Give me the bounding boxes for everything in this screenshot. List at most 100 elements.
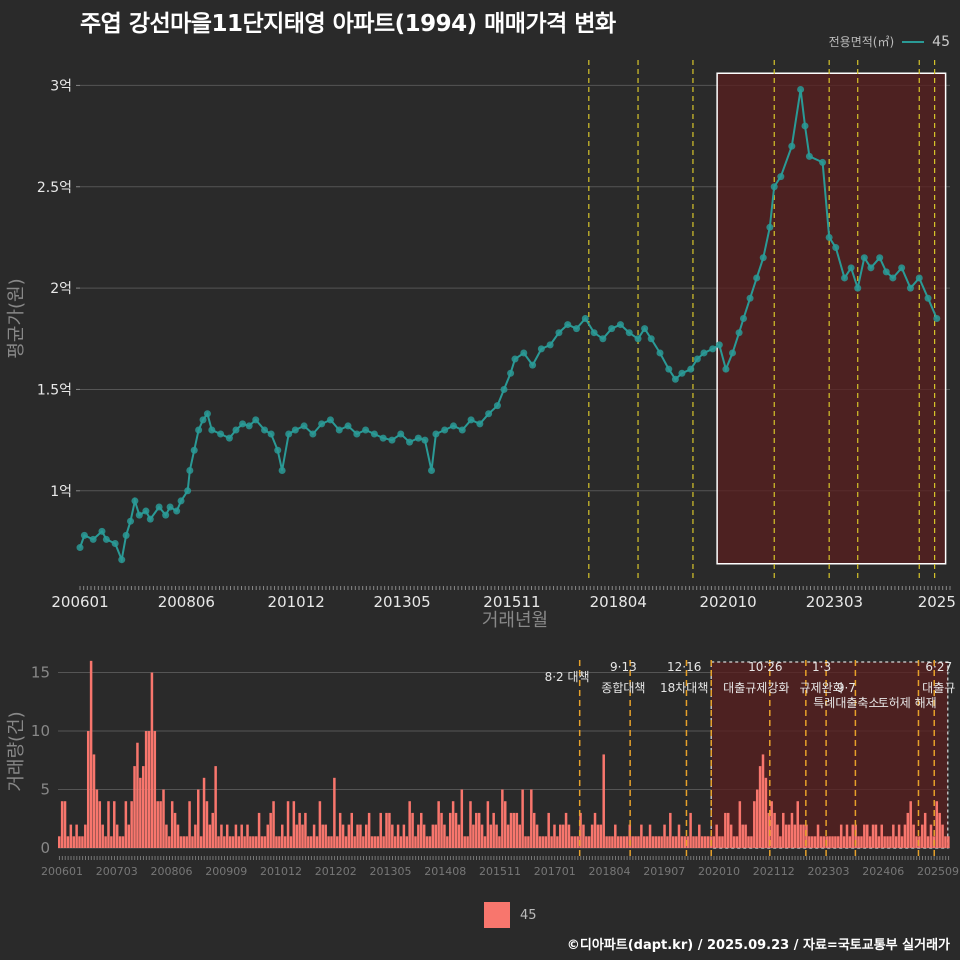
price-point [432,430,440,438]
volume-bar [228,836,232,848]
volume-bar [350,812,354,848]
volume-xtick-label: 201012 [260,865,302,878]
volume-bar [689,812,692,848]
volume-bar [501,789,504,848]
volume-bar [816,824,820,848]
volume-bar [868,836,872,848]
volume-bar [903,824,907,848]
price-point [889,274,897,282]
price-point [625,329,633,337]
price-point [449,422,457,430]
volume-bar [616,836,620,848]
volume-bar [538,836,542,848]
price-point [671,375,679,383]
volume-bar [866,824,869,848]
price-point [414,434,422,442]
legend-bar-swatch [484,902,510,928]
volume-annotation: 9·7 [837,681,856,695]
volume-bar [596,824,600,848]
volume-bar [921,824,924,848]
volume-bar [330,836,333,848]
volume-bar [819,836,823,848]
price-point [195,426,203,434]
price-point [511,355,519,363]
volume-bar [686,836,689,848]
volume-xtick-label: 202509 [917,865,959,878]
volume-bar [724,812,727,848]
price-point [428,467,436,475]
volume-xtick-label: 201305 [370,865,412,878]
volume-bar [576,836,579,848]
price-point [274,446,282,454]
volume-bar [744,824,747,848]
volume-bar [257,812,261,848]
volume-bar [434,824,437,848]
volume-bar [764,777,768,848]
volume-bar [457,824,461,848]
volume-ytick-label: 0 [40,839,50,857]
volume-bar [141,766,145,848]
volume-bar [582,824,585,848]
volume-bar [231,836,235,848]
volume-bar [417,824,420,848]
price-point [529,361,537,369]
volume-bar [454,812,458,848]
volume-annotation: 6·27 [925,660,952,674]
volume-bar [857,836,860,848]
volume-bar [104,836,107,848]
volume-bar [298,812,301,848]
price-point [245,422,253,430]
price-xtick-label: 202303 [806,593,863,611]
volume-bar [359,824,362,848]
volume-bar [489,824,493,848]
volume-bar [370,836,374,848]
volume-bar [863,824,866,848]
volume-xtick-label: 202010 [698,865,740,878]
volume-bar [272,801,275,848]
volume-bar [773,812,776,848]
volume-bar [130,801,133,848]
volume-bar [909,801,912,848]
volume-bar [225,824,229,848]
price-point [500,385,508,393]
price-ytick-label: 3억 [50,78,72,94]
volume-xtick-label: 201907 [643,865,685,878]
volume-bar [700,836,704,848]
volume-bar [512,812,516,848]
volume-bar [191,836,194,848]
volume-bar [947,836,950,848]
volume-bar [851,824,855,848]
price-point [739,315,747,322]
price-point [564,321,572,329]
price-point [89,535,97,543]
price-point [80,531,88,539]
volume-bar [292,801,296,848]
volume-bar [428,836,432,848]
price-xtick-label: 201511 [483,593,540,611]
volume-bar [469,801,472,848]
volume-xtick-label: 201202 [315,865,357,878]
volume-bar [660,836,663,848]
volume-bar [712,836,716,848]
price-point [291,426,299,434]
price-point [441,426,449,434]
volume-bar [567,824,571,848]
volume-bar [179,836,183,848]
volume-bar [570,836,574,848]
volume-ytick-label: 10 [31,722,50,740]
volume-bar [249,836,252,848]
volume-bar [643,836,646,848]
volume-bar [156,801,159,848]
price-point [285,430,293,438]
legend-label: 45 [932,33,950,50]
price-point [118,556,126,564]
volume-bar [793,824,797,848]
volume-bar [136,742,139,848]
price-point [232,426,240,434]
volume-bar [367,812,371,848]
volume-bar [753,801,756,848]
volume-bar [414,836,417,848]
volume-bar [504,801,507,848]
price-point [300,422,308,430]
price-point [252,416,260,424]
